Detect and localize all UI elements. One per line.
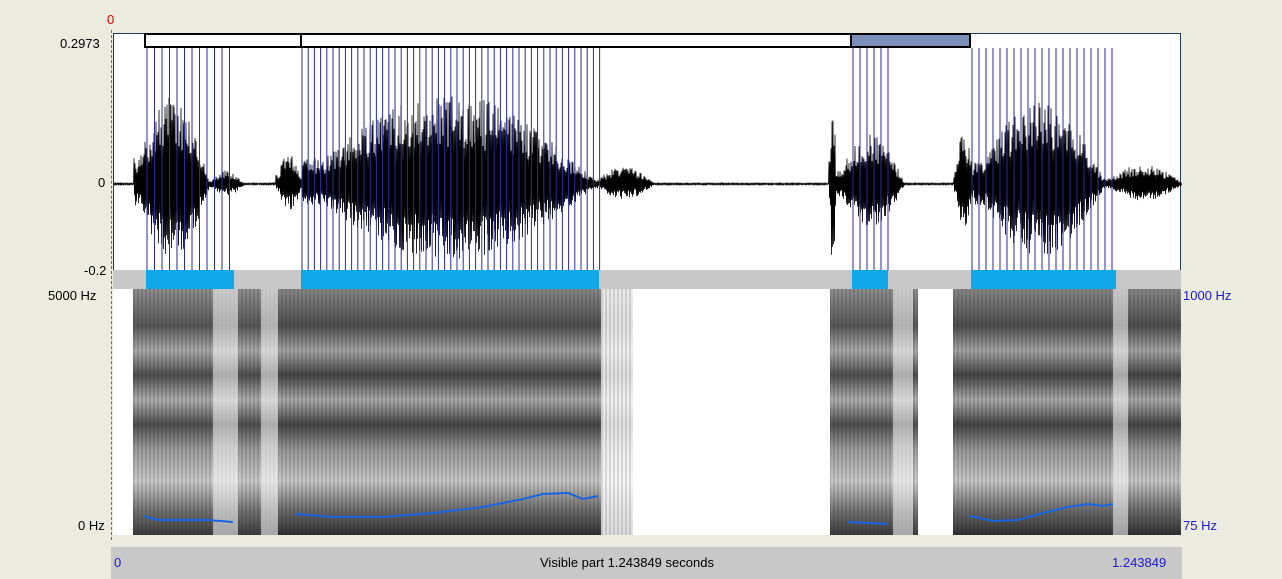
- waveform-drawing: [114, 48, 1182, 283]
- spectrogram-drawing: [133, 289, 1181, 535]
- spectrogram-gap: [893, 289, 913, 535]
- waveform-panel[interactable]: [113, 33, 1182, 283]
- voiced-segment-2: [301, 270, 599, 289]
- spectrogram-striation: [278, 289, 601, 535]
- spectrogram-striation: [601, 289, 633, 535]
- voiced-segment-4: [971, 270, 1116, 289]
- time-cursor-line: [111, 30, 112, 540]
- selection-start-label: 0: [107, 12, 115, 27]
- time-start-label: 0: [114, 555, 122, 570]
- pitch-curve-3: [847, 521, 889, 525]
- spectrogram-panel[interactable]: [113, 289, 1181, 535]
- spectrogram-striation: [953, 289, 1181, 535]
- interval-tier[interactable]: [0, 0, 1282, 60]
- spectrogram-gap: [213, 289, 238, 535]
- waveform-max-label: 0.2973: [60, 36, 100, 51]
- pitch-curve-4: [969, 502, 1114, 523]
- time-end-label: 1.243849: [1112, 555, 1167, 570]
- waveform-min-label: -0.2: [84, 263, 107, 278]
- pitch-curve-1: [142, 515, 234, 523]
- spectrogram-striation: [133, 289, 278, 535]
- voicing-bar: [113, 270, 1181, 289]
- waveform-zero-label: 0: [98, 175, 106, 190]
- voiced-segment-1: [146, 270, 234, 289]
- spectrogram-gap: [933, 289, 953, 535]
- interval-box-selected: [850, 33, 971, 48]
- spectrogram-bottom-freq-label: 0 Hz: [78, 518, 105, 533]
- pitch-top-label: 1000 Hz: [1183, 288, 1232, 303]
- spectrogram-gap: [261, 289, 278, 535]
- pitch-bottom-label: 75 Hz: [1183, 518, 1217, 533]
- spectrogram-top-freq-label: 5000 Hz: [48, 288, 97, 303]
- voiced-segment-3: [852, 270, 888, 289]
- visible-part-label: Visible part 1.243849 seconds: [540, 555, 714, 570]
- time-axis-bar[interactable]: [111, 547, 1182, 579]
- spectrogram-gap: [1113, 289, 1128, 535]
- waveform-trace: [114, 96, 1182, 260]
- pitch-curve-2: [295, 491, 599, 518]
